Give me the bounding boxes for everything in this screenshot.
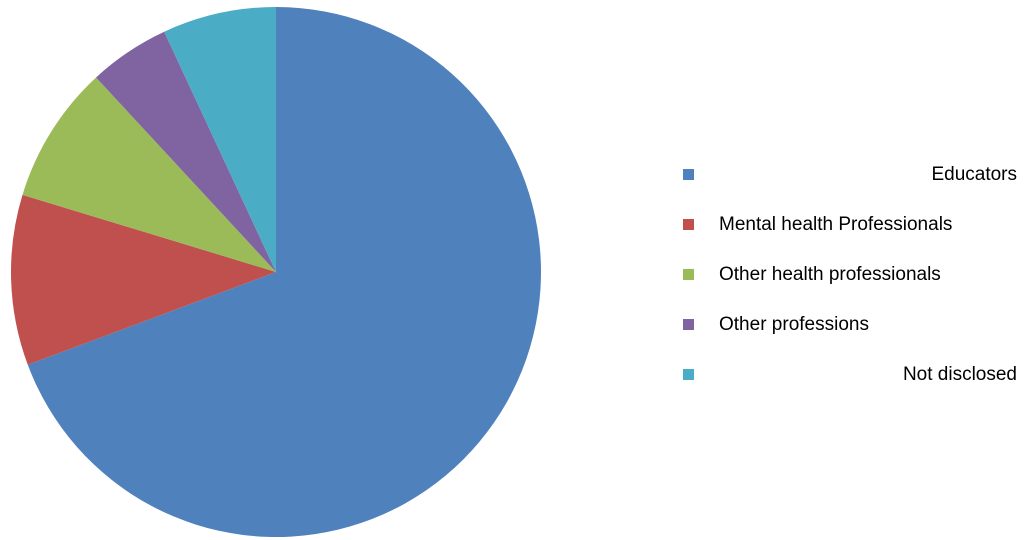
legend-label-other-health: Other health professionals (719, 264, 941, 286)
legend-item-educators: Educators (683, 164, 1023, 214)
legend-label-educators: Educators (931, 164, 1017, 186)
legend-item-other-professions: Other professions (683, 314, 1023, 364)
legend-swatch-other-health (683, 269, 694, 280)
legend-item-mental-health: Mental health Professionals (683, 214, 1023, 264)
legend-swatch-mental-health (683, 219, 694, 230)
legend-label-mental-health: Mental health Professionals (719, 214, 952, 236)
legend: Educators Mental health Professionals Ot… (683, 164, 1023, 414)
legend-item-other-health: Other health professionals (683, 264, 1023, 314)
legend-label-other-professions: Other professions (719, 314, 869, 336)
legend-label-not-disclosed: Not disclosed (903, 364, 1017, 386)
legend-swatch-educators (683, 169, 694, 180)
legend-swatch-not-disclosed (683, 369, 694, 380)
pie-slices (11, 7, 541, 537)
legend-swatch-other-professions (683, 319, 694, 330)
legend-item-not-disclosed: Not disclosed (683, 364, 1023, 414)
